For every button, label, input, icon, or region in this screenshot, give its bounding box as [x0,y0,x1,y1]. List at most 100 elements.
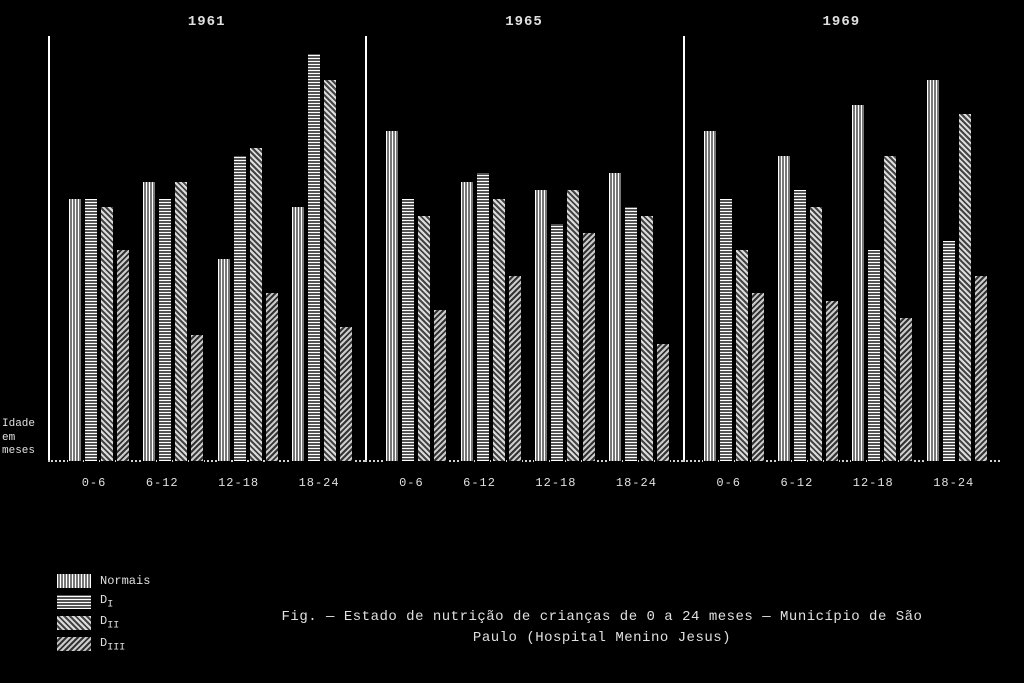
legend-item: DIII [56,636,150,653]
legend-label: DII [100,614,119,631]
legend-label: Normais [100,574,150,588]
bar [116,249,130,462]
legend-item: Normais [56,573,150,589]
panel-1969: 19690-66-1212-1818-24 [683,18,1000,498]
bar [703,130,717,462]
panel-title: 1969 [683,14,1000,30]
bar [217,258,231,462]
bar-group [142,36,204,462]
legend-swatch [56,615,92,631]
figure-caption: Fig. — Estado de nutrição de crianças de… [220,607,984,649]
bar [291,206,305,462]
bar-group [460,36,522,462]
caption-line-2: Paulo (Hospital Menino Jesus) [220,628,984,649]
bar [265,292,279,462]
bar [899,317,913,462]
bar [851,104,865,462]
legend-label: DI [100,593,113,610]
bar [249,147,263,462]
x-labels: 0-6 6-12 12-18 18-24 [379,476,676,490]
x-tick-label: 0-6 [82,476,107,490]
bar [142,181,156,462]
y-axis-label: Idade em meses [2,418,46,458]
x-tick-label: 6-12 [780,476,813,490]
bar [656,343,670,462]
bar [809,206,823,462]
x-tick-label: 0-6 [399,476,424,490]
bar-groups [62,36,359,462]
x-tick-label: 18-24 [299,476,340,490]
bar-group [217,36,279,462]
bar [719,198,733,462]
bar [550,223,564,462]
bar-group [851,36,913,462]
bar [974,275,988,462]
bar-group [608,36,670,462]
bar [777,155,791,462]
legend-item: DII [56,614,150,631]
bar [233,155,247,462]
bar [534,189,548,462]
panel-1965: 19650-66-1212-1818-24 [365,18,682,498]
bar-group [534,36,596,462]
figure-root: { "chart": { "type": "grouped-bar", "bac… [0,0,1024,683]
bar-group [777,36,839,462]
panel-title: 1961 [48,14,365,30]
bar [582,232,596,462]
bar [401,198,415,462]
bar [476,172,490,462]
legend-swatch [56,636,92,652]
bar-groups [379,36,676,462]
legend-swatch [56,573,92,589]
bar [624,206,638,462]
x-tick-label: 18-24 [616,476,657,490]
bar [640,215,654,462]
bar [190,334,204,462]
bar [433,309,447,462]
bar [417,215,431,462]
y-axis [683,36,685,462]
y-axis [48,36,50,462]
bar [942,240,956,462]
bar [958,113,972,462]
bar [825,300,839,462]
x-tick-label: 12-18 [853,476,894,490]
x-tick-label: 6-12 [463,476,496,490]
bar [566,189,580,462]
bar-group [703,36,765,462]
bar-group [291,36,353,462]
bar [793,189,807,462]
bar [926,79,940,462]
legend: Normais DI DII DIII [56,573,150,653]
bar [307,53,321,462]
bar-group [926,36,988,462]
x-labels: 0-6 6-12 12-18 18-24 [697,476,994,490]
caption-line-1: Estado de nutrição de crianças de 0 a 24… [344,609,923,625]
x-tick-label: 12-18 [535,476,576,490]
x-tick-label: 6-12 [146,476,179,490]
legend-swatch [56,594,92,610]
bar [323,79,337,462]
x-tick-label: 18-24 [933,476,974,490]
bar [867,249,881,462]
bar [608,172,622,462]
bar [751,292,765,462]
bar [385,130,399,462]
x-tick-label: 12-18 [218,476,259,490]
bar-group [68,36,130,462]
bar [84,198,98,462]
bar [492,198,506,462]
bar [339,326,353,462]
panel-1961: 1961Idade em meses0-66-1212-1818-24 [48,18,365,498]
legend-label: DIII [100,636,125,653]
bar [883,155,897,462]
x-tick-label: 0-6 [716,476,741,490]
y-axis [365,36,367,462]
bar [158,198,172,462]
panel-title: 1965 [365,14,682,30]
bar [68,198,82,462]
bar [508,275,522,462]
bar [735,249,749,462]
bar [174,181,188,462]
legend-item: DI [56,593,150,610]
